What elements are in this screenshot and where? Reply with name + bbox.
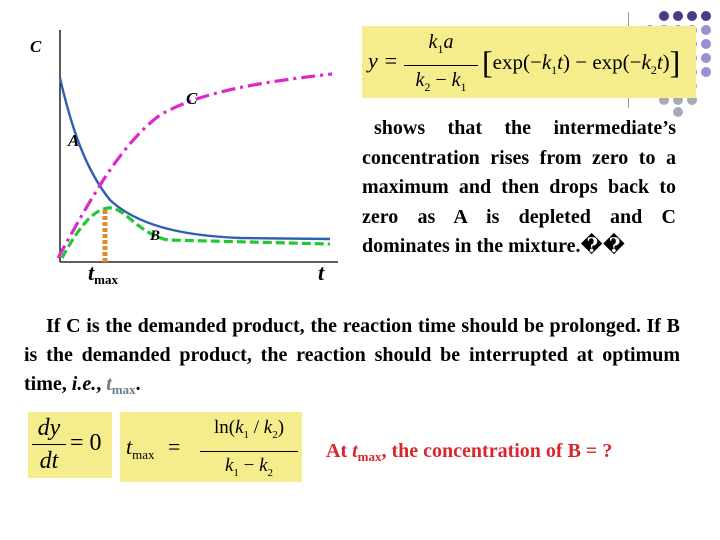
curve-B	[60, 206, 331, 259]
formula-fraction: k1a k2 − k1	[404, 30, 478, 99]
formula-bracket: [exp(−k1t) − exp(−k2t)]	[482, 44, 681, 80]
label-tmax: tmax	[88, 260, 118, 287]
tmax-lhs: tmax =	[126, 434, 181, 462]
den-k1: k	[451, 69, 461, 91]
den-k1-sub: 1	[460, 80, 467, 94]
main-paragraph: If C is the demanded product, the reacti…	[24, 315, 680, 397]
dydt-denominator: dt	[39, 448, 59, 474]
formula-box-main: y = k1a k2 − k1 [exp(−k1t) − exp(−k2t)]	[362, 26, 696, 98]
num-k: k	[428, 31, 438, 53]
tmax-fraction: ln(k1 / k2) k1 − k2	[200, 416, 298, 485]
label-B: B	[149, 228, 160, 244]
curve-A	[58, 77, 331, 241]
label-C-axis: C	[30, 37, 42, 56]
paragraph-ie: i.e.	[71, 373, 97, 395]
dydt-numerator: dy	[37, 415, 61, 441]
formula-lhs: y =	[368, 48, 399, 73]
den-minus: −	[430, 69, 452, 91]
num-a: a	[443, 31, 454, 53]
num-k-sub: 1	[437, 42, 444, 56]
formula-box-dydt: dy dt = 0	[28, 412, 112, 478]
paragraph-tmax: tmax	[106, 373, 136, 397]
formula-box-tmax: tmax = ln(k1 / k2) k1 − k2	[120, 412, 302, 482]
label-C-curve: C	[186, 89, 198, 108]
side-explanation: shows that the intermediate’s concentrat…	[362, 117, 676, 257]
concentration-diagram: C C A B tmax t	[30, 30, 338, 287]
label-t: t	[318, 260, 325, 285]
den-k2-sub: 2	[424, 80, 431, 94]
paragraph-body: If C is the demanded product, the reacti…	[24, 315, 680, 395]
curve-C	[56, 72, 333, 259]
den-k2: k	[415, 69, 425, 91]
question-text: At tmax, the concentration of B = ?	[326, 440, 613, 464]
label-A: A	[67, 131, 79, 150]
dydt-rhs: = 0	[70, 430, 102, 456]
